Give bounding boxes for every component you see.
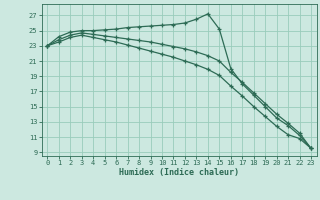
X-axis label: Humidex (Indice chaleur): Humidex (Indice chaleur) [119,168,239,177]
